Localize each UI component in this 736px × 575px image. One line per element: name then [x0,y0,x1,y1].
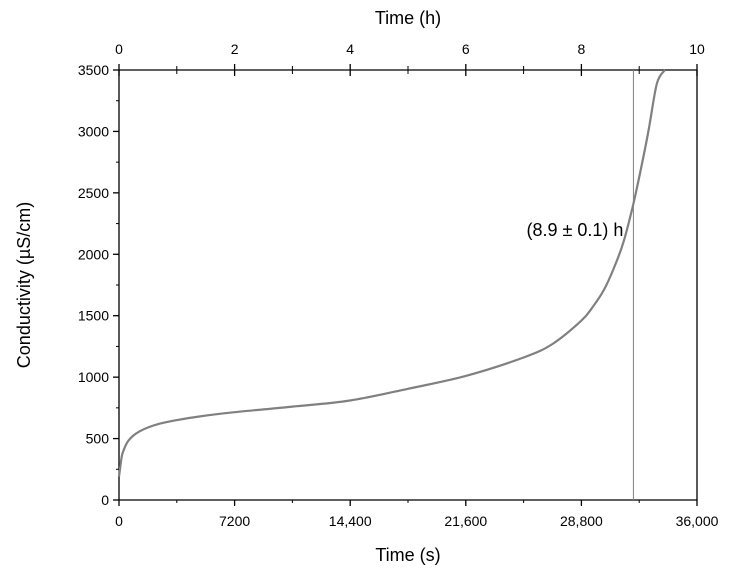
top-tick-label: 6 [462,41,470,57]
threshold-annotation: (8.9 ± 0.1) h [526,220,623,240]
plot-area [118,69,698,501]
y-axis-title: Conductivity (µS/cm) [14,202,34,368]
x-tick-label: 21,600 [444,513,487,529]
top-tick-label: 10 [689,41,705,57]
conductivity-series-line [117,69,666,477]
x-axis-ticks: 0 7200 14,400 21,600 28,800 36,000 [115,500,719,529]
y-tick-label: 1500 [78,308,109,324]
y-tick-label: 2500 [78,185,109,201]
top-axis-ticks: 0 2 4 6 8 10 [115,41,705,76]
top-tick-label: 0 [115,41,123,57]
x-tick-label: 28,800 [560,513,603,529]
x-tick-label: 7200 [219,513,250,529]
y-tick-label: 500 [86,431,110,447]
y-tick-label: 3500 [78,62,109,78]
y-tick-label: 0 [101,492,109,508]
top-axis-title: Time (h) [375,8,441,28]
y-axis-ticks: 0 500 1000 1500 2000 2500 3000 3500 [78,62,119,508]
x-tick-label: 14,400 [329,513,372,529]
y-tick-label: 1000 [78,369,109,385]
y-tick-label: 3000 [78,123,109,139]
y-tick-label: 2000 [78,246,109,262]
top-tick-label: 2 [231,41,239,57]
top-tick-label: 4 [346,41,354,57]
x-axis-title: Time (s) [375,545,440,565]
x-tick-label: 0 [115,513,123,529]
x-tick-label: 36,000 [676,513,719,529]
top-tick-label: 8 [578,41,586,57]
